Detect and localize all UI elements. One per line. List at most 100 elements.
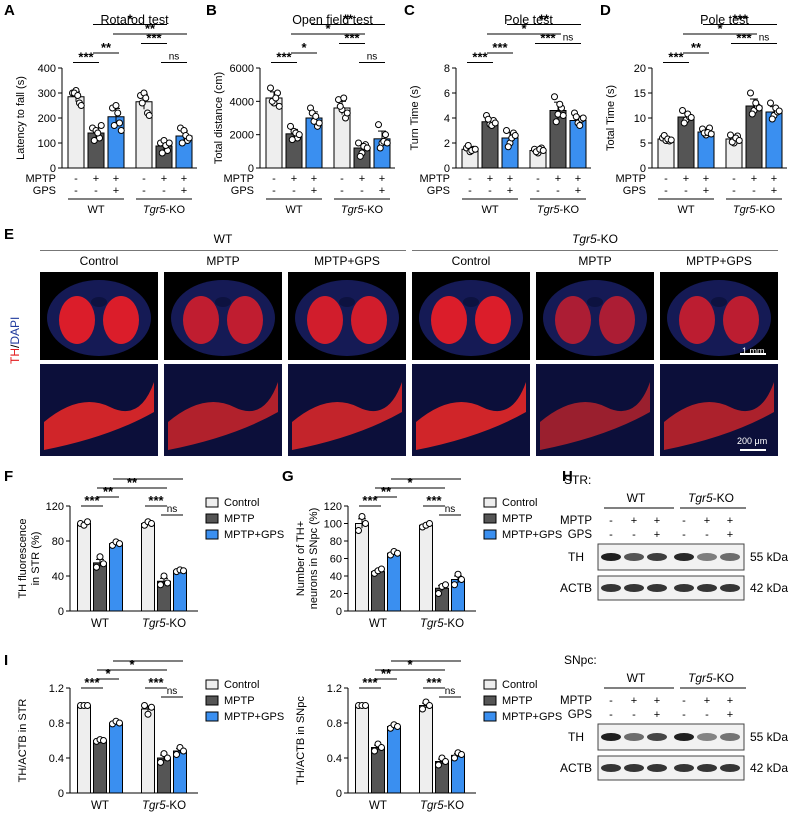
data-point [148,703,155,711]
panel-letter-d: D [600,2,611,19]
data-point [116,719,123,727]
data-point [84,702,91,709]
y-axis-label: in STR (%) [30,532,42,586]
sig-label: * [717,21,723,36]
data-point [559,112,567,119]
y-tick-label: 1.2 [49,683,64,695]
y-tick-label: 100 [324,519,342,531]
data-point [458,751,465,758]
sig-label: ns [167,504,178,515]
legend-label: Control [502,679,537,691]
blot-group-ko: Tgr5-KO [688,491,734,505]
y-tick-label: 0.8 [327,718,342,730]
data-point [117,127,125,134]
sig-label: *** [276,50,292,65]
legend-label: MPTP [502,513,533,525]
data-point [442,758,449,765]
blot-row-mptp: MPTP [560,515,592,527]
blot-group-ko: Tgr5-KO [688,671,734,685]
data-point [755,104,763,112]
blot-mark: - [632,529,636,541]
e-col-6: MPTP+GPS [686,254,752,268]
blot-mark: + [631,695,637,707]
blot-mark: - [705,529,709,541]
data-point [267,84,274,92]
bar [371,571,385,612]
row-mark: + [311,185,317,197]
y-tick-label: 120 [46,501,64,513]
blot-th-label: TH [568,550,584,564]
sig-label: * [127,12,133,27]
data-point [375,121,382,129]
ventricle [215,297,231,307]
group-label-ko: Tgr5-KO [143,204,186,216]
sig-label: * [407,476,413,490]
blot-th-band [697,553,717,561]
sig-label: *** [148,493,164,508]
data-point [767,99,774,107]
data-point [454,570,462,578]
blot-actb-band [674,764,694,772]
e-group-ko: Tgr5-KO [571,232,619,246]
chart-title: Pole test [700,13,749,27]
y-tick-label: 2000 [230,130,254,142]
row-mark: + [379,185,385,197]
bar [77,705,91,794]
sig-label: *** [362,675,378,690]
blot-actb-membrane [597,755,745,781]
sig-label: *** [84,493,100,508]
data-point [157,758,164,766]
data-point [504,143,512,151]
sig-label: ns [563,33,574,44]
y-tick-label: 0 [640,163,646,175]
sig-label: ns [169,52,180,63]
data-point [747,89,754,97]
sig-label: ** [127,476,138,490]
legend-swatch [483,513,497,524]
snpc-signal [416,382,526,450]
snpc-signal [168,382,278,450]
group-label-ko: Tgr5-KO [733,204,776,216]
data-point [164,754,171,762]
legend-swatch [483,711,497,722]
row-label-mptp: MPTP [419,173,450,185]
blot-row-gps: GPS [568,709,593,721]
row-mark: + [703,185,709,197]
panel-letter-b: B [206,2,217,19]
sig-label: ns [445,686,456,697]
striatum-right [103,296,139,344]
data-point [160,572,168,580]
data-point [775,107,783,115]
data-point [687,114,695,121]
sig-label: ** [381,666,392,681]
data-point [362,702,369,709]
bar [419,705,433,794]
sig-label: *** [540,31,556,46]
blot-th-band [647,553,667,561]
bar [481,121,499,169]
data-point [114,109,122,117]
blot-actb-band [601,764,621,772]
e-stain-label: TH/DAPI [8,316,22,364]
blot-section-label: STR: [564,473,591,487]
data-point [707,130,715,138]
row-mark: + [751,173,757,185]
blot-mark: - [609,515,613,527]
blot-mark: + [654,709,660,721]
group-label-wt: WT [91,618,109,630]
blot-mark: - [609,695,613,707]
blot-mark: - [682,515,686,527]
data-point [336,102,344,110]
group-label-ko: Tgr5-KO [142,800,186,812]
y-tick-label: 0 [336,788,342,800]
data-point [579,114,587,122]
blot-actb-band [720,764,740,772]
sig-label: *** [146,31,162,46]
sig-label: *** [140,476,156,481]
scale-bar-200um: 200 μm [737,436,768,446]
data-point [272,94,280,102]
legend-swatch [205,695,219,706]
y-tick-label: 0 [336,606,342,618]
y-tick-label: 60 [330,554,342,566]
